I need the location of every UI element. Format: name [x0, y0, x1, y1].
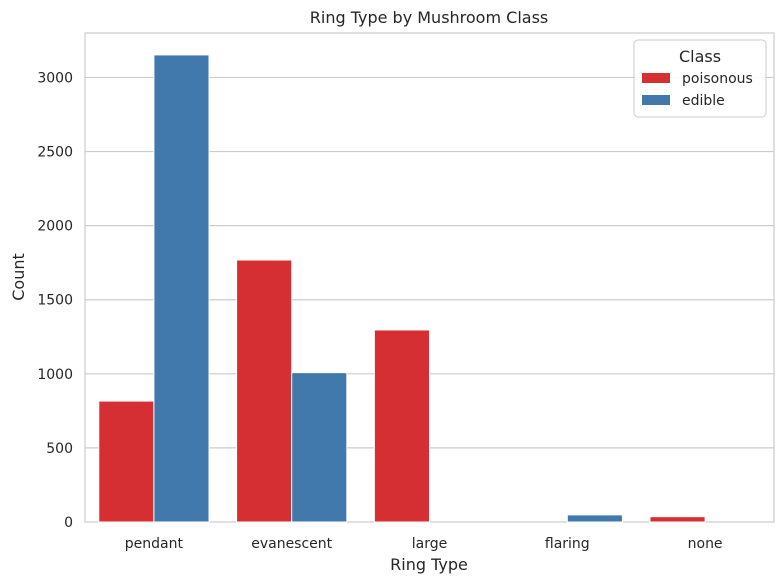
legend: Class poisonous edible — [633, 39, 767, 118]
bar-edible-flaring — [566, 514, 623, 523]
bar-edible-evanescent — [291, 372, 348, 523]
y-tick-label: 1000 — [37, 367, 73, 383]
x-tick-label: evanescent — [251, 536, 332, 552]
y-tick-label: 3000 — [37, 70, 73, 86]
y-tick-label: 2500 — [37, 145, 73, 161]
x-tick-label: pendant — [125, 536, 184, 552]
legend-label-poisonous: poisonous — [682, 71, 753, 87]
y-axis-label: Count — [9, 253, 28, 301]
bar-poisonous-evanescent — [236, 259, 293, 523]
x-tick-label: large — [412, 536, 447, 552]
legend-swatch-poisonous — [642, 73, 670, 83]
legend-title: Class — [679, 47, 721, 66]
bars — [98, 54, 706, 523]
y-tick-labels: 0 500 1000 1500 2000 2500 3000 — [37, 70, 73, 531]
bar-edible-pendant — [153, 54, 210, 523]
y-tick-label: 2000 — [37, 219, 73, 235]
y-tick-label: 0 — [64, 515, 73, 531]
legend-label-edible: edible — [682, 93, 725, 109]
x-tick-labels: pendant evanescent large flaring none — [125, 536, 723, 552]
legend-swatch-edible — [642, 95, 670, 105]
x-axis-label: Ring Type — [390, 555, 468, 574]
y-tick-label: 500 — [46, 441, 73, 457]
x-tick-label: flaring — [545, 536, 590, 552]
x-tick-label: none — [688, 536, 723, 552]
bar-poisonous-pendant — [98, 400, 155, 523]
bar-poisonous-large — [373, 329, 431, 523]
chart-title: Ring Type by Mushroom Class — [310, 8, 548, 27]
bar-poisonous-none — [649, 516, 706, 523]
y-tick-label: 1500 — [37, 293, 73, 309]
